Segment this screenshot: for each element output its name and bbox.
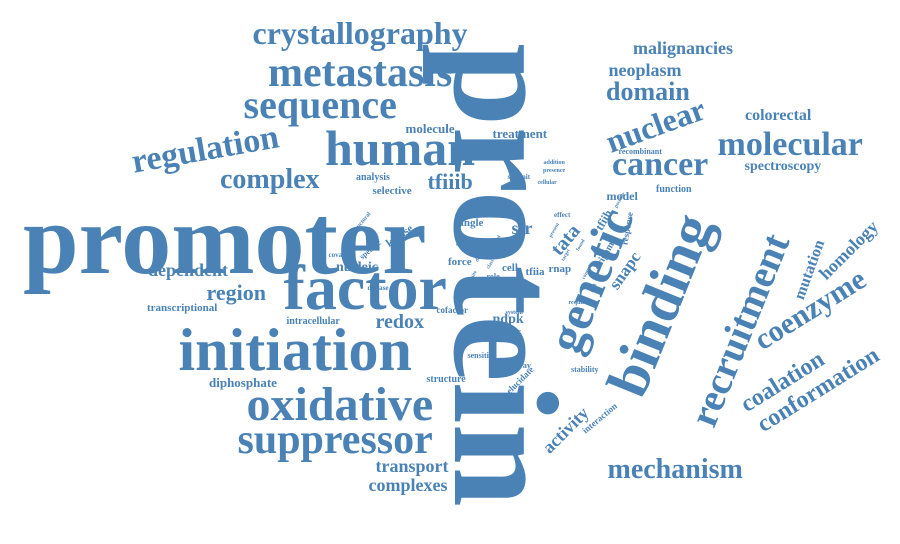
word-molecular: molecular [717, 126, 863, 163]
word-ndpk: ndpk [492, 312, 524, 327]
word-nucleic: nucleic [336, 260, 378, 275]
word-subunit: subunit [507, 172, 531, 181]
word-tumour: tumour [495, 327, 521, 336]
word-malignancies: malignancies [633, 38, 734, 58]
word-sequence: sequence [243, 82, 397, 127]
word-recombinant: recombinant [618, 147, 662, 156]
word-human: human [325, 120, 476, 176]
word-similar: similar [456, 242, 474, 248]
word-rnap: rnap [548, 262, 572, 275]
word-complexes: complexes [368, 475, 448, 495]
word-spectroscopy: spectroscopy [744, 159, 822, 174]
word-initiation: initiation [178, 317, 412, 383]
word-structure: structure [426, 374, 466, 385]
word-str: str [511, 218, 533, 238]
word-analysis: analysis [356, 172, 390, 183]
word-force: force [448, 255, 472, 268]
word-cell: cell [502, 261, 518, 274]
word-tfiiib: tfiiib [427, 169, 473, 194]
word-model: model [606, 189, 638, 203]
word-region: region [206, 280, 266, 305]
word-sensitive: sensitive [467, 351, 497, 360]
word-addition: addition [543, 160, 565, 166]
word-selective: selective [372, 184, 412, 197]
word-treatment: treatment [492, 125, 548, 141]
word-neoplasm: neoplasm [608, 60, 682, 80]
word-crystallography: crystallography [252, 15, 468, 51]
word-factor: factor [283, 252, 447, 323]
word-oxidative: oxidative [246, 378, 434, 431]
word-complex: complex [220, 164, 320, 195]
word-suppressor: suppressor [237, 417, 433, 463]
word-transport: transport [375, 456, 449, 476]
word-intracellular: intracellular [286, 316, 340, 327]
word-function: function [656, 184, 692, 195]
word-covalent: covalent [328, 250, 354, 259]
word-redox: redox [375, 311, 425, 333]
word-cancer: cancer [612, 146, 709, 183]
word-single: single [456, 216, 484, 229]
word-dependent: dependent [148, 260, 229, 280]
word-stability: stability [571, 365, 599, 374]
word-disease: disease [367, 283, 389, 292]
word-tfiia: tfiia [525, 265, 545, 278]
word-system: system [505, 310, 523, 316]
word-mechanism: mechanism [607, 454, 743, 485]
word-cellular: cellular [537, 180, 557, 186]
word-molecule: molecule [405, 120, 455, 136]
word-promoter: promoter [23, 184, 427, 295]
word-effect: effect [554, 210, 571, 219]
word-presence: presence [543, 168, 566, 174]
word-metastasis: metastasis [268, 50, 453, 96]
word-colorectal: colorectal [745, 107, 812, 124]
word-diphosphate: diphosphate [209, 374, 277, 390]
word-cofactor: cofactor [436, 304, 468, 315]
word-role: role [486, 272, 500, 281]
word-require: require [568, 300, 588, 306]
word-domain: domain [606, 77, 690, 106]
word-transcriptional: transcriptional [147, 301, 218, 314]
word-pathway: pathway [501, 361, 531, 370]
word-result: result [503, 210, 521, 219]
